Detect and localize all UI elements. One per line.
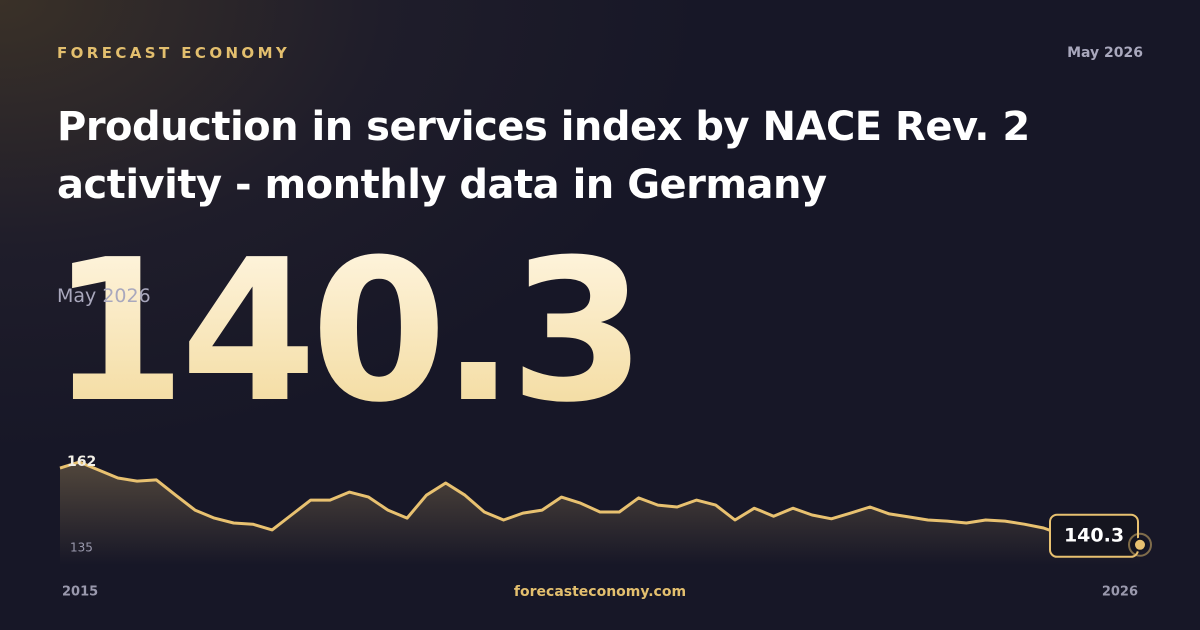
end-point [1133, 537, 1147, 552]
line [59, 460, 1141, 547]
end-badge [1049, 513, 1139, 558]
date: May 2026 [1067, 45, 1143, 61]
y-tick-label: 135 [70, 541, 93, 555]
x-tick-label: 2015 [62, 585, 98, 600]
brand: FORECAST ECONOMY [57, 44, 291, 62]
headline-period: May 2026 [57, 285, 151, 307]
title: Production in services index by NACE Rev… [57, 104, 1030, 208]
end-value-label: 140.3 [1064, 524, 1124, 546]
end-ring [1128, 532, 1152, 557]
footer-site: forecasteconomy.com [514, 584, 686, 600]
headline-value: 140.3 [50, 218, 646, 446]
y-tick-label: 162 [67, 454, 96, 470]
x-tick-label: 2026 [1102, 585, 1138, 600]
